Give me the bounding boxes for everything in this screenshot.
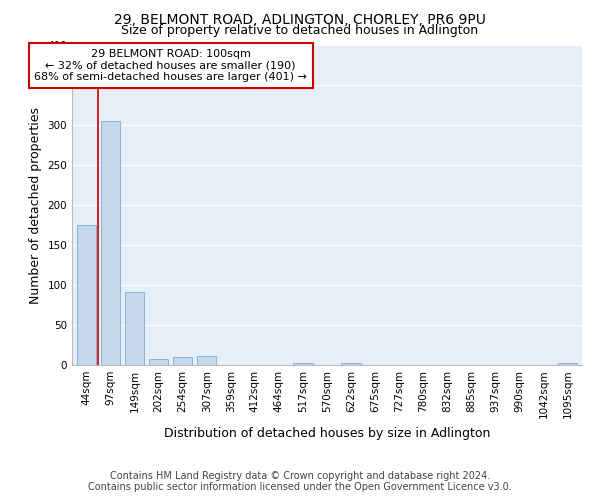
Text: 29 BELMONT ROAD: 100sqm
← 32% of detached houses are smaller (190)
68% of semi-d: 29 BELMONT ROAD: 100sqm ← 32% of detache… [34, 49, 307, 82]
Bar [149, 358, 168, 365]
Text: Size of property relative to detached houses in Adlington: Size of property relative to detached ho… [121, 24, 479, 37]
Bar [341, 362, 361, 365]
Bar [77, 225, 96, 365]
Y-axis label: Number of detached properties: Number of detached properties [29, 106, 42, 304]
Bar [197, 356, 217, 365]
Text: Contains HM Land Registry data © Crown copyright and database right 2024.
Contai: Contains HM Land Registry data © Crown c… [88, 471, 512, 492]
Text: 29, BELMONT ROAD, ADLINGTON, CHORLEY, PR6 9PU: 29, BELMONT ROAD, ADLINGTON, CHORLEY, PR… [114, 12, 486, 26]
Bar [173, 357, 192, 365]
Bar [125, 292, 144, 365]
Bar [293, 362, 313, 365]
Bar [558, 362, 577, 365]
X-axis label: Distribution of detached houses by size in Adlington: Distribution of detached houses by size … [164, 427, 490, 440]
Bar [101, 121, 120, 365]
